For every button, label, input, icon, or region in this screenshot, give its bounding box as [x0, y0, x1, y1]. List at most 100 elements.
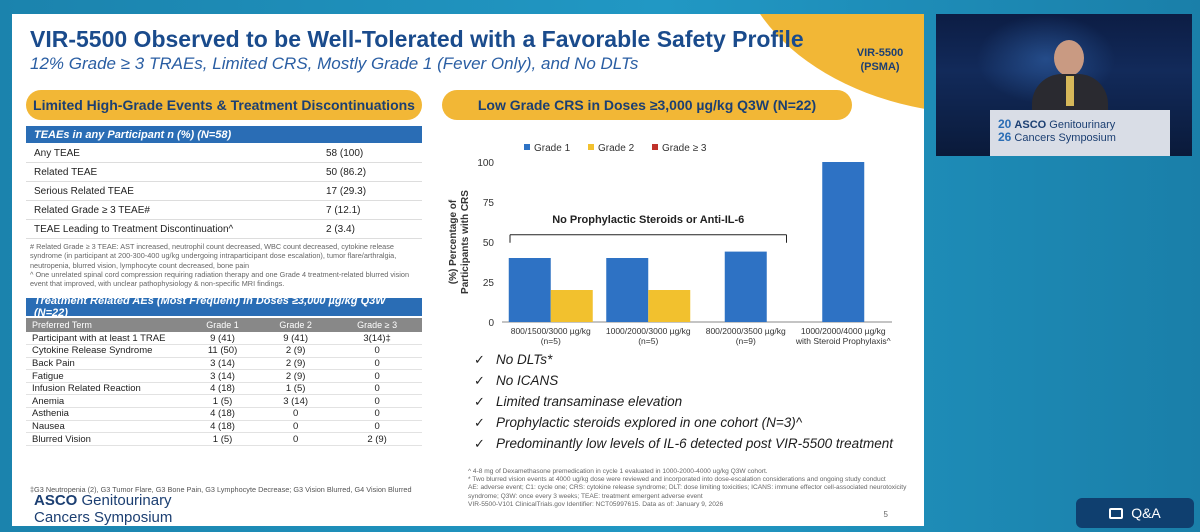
chart-annotation: No Prophylactic Steroids or Anti-IL-6 — [552, 214, 744, 226]
teae-value: 7 (12.1) — [326, 204, 361, 216]
chart-legend: Grade 1 Grade 2 Grade ≥ 3 — [524, 143, 707, 154]
table-header-row: Preferred Term Grade 1 Grade 2 Grade ≥ 3 — [26, 318, 422, 332]
cell: Anemia — [26, 394, 186, 409]
checkmark-icon: ✓ — [474, 414, 485, 430]
y-tick-label: 0 — [488, 318, 494, 329]
cell: Cytokine Release Syndrome — [26, 344, 186, 358]
legend-swatch — [588, 144, 594, 150]
bar — [606, 258, 649, 322]
finding-text: Predominantly low levels of IL-6 detecte… — [496, 436, 893, 451]
bar — [724, 251, 767, 322]
cell: 4 (18) — [186, 407, 260, 421]
cell: 4 (18) — [186, 382, 260, 396]
chat-icon — [1109, 507, 1124, 519]
footnote-line: AE: adverse event; C1: cycle one; CRS: c… — [468, 484, 907, 500]
table-row: Serious Related TEAE 17 (29.3) — [26, 182, 422, 201]
table-row: Related Grade ≥ 3 TEAE# 7 (12.1) — [26, 201, 422, 220]
cell: 2 (9) — [259, 369, 333, 383]
target-badge: VIR-5500 (PSMA) — [850, 46, 910, 74]
cell: 0 — [332, 369, 422, 383]
cell: 0 — [332, 420, 422, 434]
bar — [648, 290, 691, 322]
logo-line1: Genitourinary — [81, 492, 172, 509]
bar — [508, 258, 551, 322]
legend-swatch — [652, 144, 658, 150]
cell: 1 (5) — [186, 432, 260, 446]
table-row: Blurred Vision 1 (5) 0 2 (9) — [26, 432, 422, 446]
table-row: Related TEAE 50 (86.2) — [26, 163, 422, 182]
list-item: ✓ Prophylactic steroids explored in one c… — [474, 412, 893, 433]
x-tick-label: 800/2000/3500 µg/kg — [706, 326, 786, 336]
cell: Infusion Related Reaction — [26, 382, 186, 396]
checkmark-icon: ✓ — [474, 435, 485, 451]
checkmark-icon: ✓ — [474, 372, 485, 388]
legend-label: Grade ≥ 3 — [662, 143, 707, 154]
teae-label: Related TEAE — [34, 166, 98, 178]
logo-brand: ASCO — [34, 492, 78, 509]
checkmark-icon: ✓ — [474, 393, 485, 409]
teae-label: Related Grade ≥ 3 TEAE# — [34, 204, 150, 216]
cell: 2 (9) — [259, 344, 333, 358]
slide-subtitle: 12% Grade ≥ 3 TRAEs, Limited CRS, Mostly… — [30, 54, 639, 73]
x-tick-label: 800/1500/3000 µg/kg — [511, 326, 591, 336]
x-tick-sublabel: (n=5) — [541, 336, 561, 346]
cell: Nausea — [26, 420, 186, 434]
speaker-tie — [1066, 76, 1074, 106]
asco-gu-logo: ASCO Genitourinary Cancers Symposium — [34, 492, 172, 526]
teae-value: 2 (3.4) — [326, 223, 355, 235]
cell: 4 (18) — [186, 420, 260, 434]
table-row: Fatigue 3 (14) 2 (9) 0 — [26, 369, 422, 383]
page-number: 5 — [883, 510, 888, 519]
badge-line1: VIR-5500 — [856, 47, 904, 59]
finding-text: No ICANS — [496, 373, 559, 388]
right-footnotes: ^ 4-8 mg of Dexamethasone premedication … — [468, 468, 908, 509]
logo-line2: Cancers Symposium — [34, 509, 173, 526]
table-row: Cytokine Release Syndrome 11 (50) 2 (9) … — [26, 344, 422, 358]
y-tick-label: 50 — [483, 238, 495, 249]
list-item: ✓ Limited transaminase elevation — [474, 391, 893, 412]
podium-line2: Cancers Symposium — [1014, 132, 1116, 144]
list-item: ✓ No ICANS — [474, 370, 893, 391]
crs-bar-chart: Grade 1 Grade 2 Grade ≥ 3 0 25 50 75 100 (%) Pe… — [448, 143, 892, 346]
checkmark-icon: ✓ — [474, 351, 485, 367]
key-findings-list: ✓ No DLTs* ✓ No ICANS ✓ Limited transaminas… — [474, 349, 893, 454]
teae-footnote-2: ^ One unrelated spinal cord compression … — [30, 270, 410, 289]
column-header: Grade 1 — [186, 318, 260, 332]
speaker-video: 20 ASCO Genitourinary 26 Cancers Symposi… — [936, 14, 1192, 156]
slide: VIR-5500 Observed to be Well-Tolerated w… — [12, 14, 924, 526]
teae-footnote-1: # Related Grade ≥ 3 TEAE: AST increased,… — [30, 242, 397, 270]
teae-table-header: TEAEs in any Participant n (%) (N=58) — [26, 126, 422, 143]
podium-sign: 20 ASCO Genitourinary 26 Cancers Symposi… — [998, 118, 1116, 144]
x-tick-sublabel: (n=9) — [736, 336, 756, 346]
cell: 3 (14) — [259, 394, 333, 409]
teae-label: TEAE Leading to Treatment Discontinuatio… — [34, 223, 234, 235]
chart-labels: 800/1500/3000 µg/kg(n=5)1000/2000/3000 µ… — [509, 214, 891, 346]
cell: 2 (9) — [332, 432, 422, 446]
trae-table: Preferred Term Grade 1 Grade 2 Grade ≥ 3… — [26, 318, 422, 446]
teae-label: Serious Related TEAE — [34, 185, 134, 197]
cell: 0 — [259, 420, 333, 434]
podium-brand: ASCO — [1014, 119, 1047, 131]
column-header: Grade 2 — [259, 318, 333, 332]
column-header: Preferred Term — [26, 318, 186, 332]
cell: 9 (41) — [259, 332, 333, 346]
trae-footnote: ‡G3 Neutropenia (2), G3 Tumor Flare, G3 … — [30, 485, 412, 494]
podium-year-bottom: 26 — [998, 130, 1012, 144]
teae-label: Any TEAE — [34, 147, 80, 159]
cell: 0 — [259, 432, 333, 446]
cell: Asthenia — [26, 407, 186, 421]
x-tick-sublabel: (n=5) — [638, 336, 658, 346]
cell: 3(14)‡ — [332, 332, 422, 346]
left-section-header: Limited High-Grade Events & Treatment Di… — [26, 90, 422, 120]
bar — [822, 162, 865, 322]
cell: Fatigue — [26, 369, 186, 383]
teae-value: 17 (29.3) — [326, 185, 367, 197]
legend-swatch — [524, 144, 530, 150]
qa-button[interactable]: Q&A — [1076, 498, 1194, 528]
cell: 9 (41) — [186, 332, 260, 346]
x-tick-label: 1000/2000/3000 µg/kg — [606, 326, 691, 336]
cell: 0 — [332, 394, 422, 409]
table-row: Any TEAE 58 (100) — [26, 144, 422, 163]
bar — [550, 290, 593, 322]
